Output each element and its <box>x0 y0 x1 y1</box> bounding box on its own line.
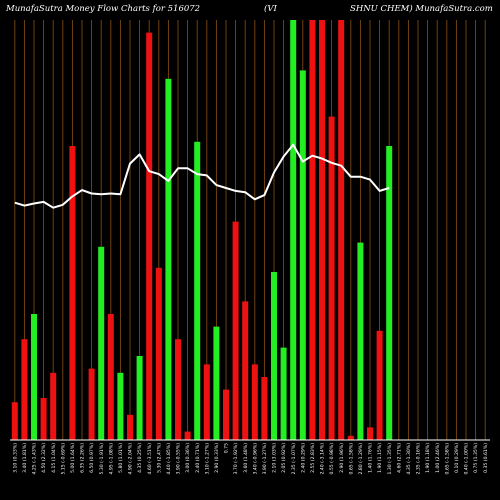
grid-lines <box>14 20 486 440</box>
x-tick-label: 2.35 (-0.16%) <box>416 443 422 475</box>
chart-title-left: MunafaSutra Money Flow Charts for 516072 <box>5 4 200 14</box>
money-flow-bar <box>299 70 306 441</box>
x-tick-label: 4.90 (-2.04%) <box>128 443 134 475</box>
x-tick-label: 2.40 (-3.14%) <box>320 443 326 475</box>
money-flow-bar <box>146 32 153 440</box>
money-flow-bar <box>31 314 37 440</box>
money-flow-bar <box>223 389 229 440</box>
money-flow-bar <box>290 20 297 440</box>
money-flow-bar <box>40 398 47 440</box>
x-tick-label: 0.40 (-1.00%) <box>464 443 470 475</box>
x-tick-label: 3.00 (0.36%) <box>185 443 191 473</box>
money-flow-bar <box>242 301 249 440</box>
money-flow-bar <box>338 20 345 440</box>
x-tick-label: 0.35 (0.61%) <box>483 443 489 473</box>
x-tick-label: 4.35 (-1.30%) <box>406 443 412 475</box>
x-axis-labels: 3.10 (0.33%) 3.40 (1.81%) 4.25 (-1.43%) 4.5… <box>12 443 488 475</box>
chart-title-middle: (VI <box>264 3 277 14</box>
x-tick-label: 1.00 (2.46%) <box>435 443 441 473</box>
x-tick-label: 2.10 (3.03%) <box>272 443 278 473</box>
x-tick-label: 4.60 (-3.51%) <box>147 443 153 475</box>
money-flow-bar <box>213 326 220 440</box>
x-tick-label: 2.90 (1.96%) <box>339 443 345 473</box>
x-tick-label: 3.10 (0.33%) <box>12 443 18 473</box>
x-tick-label: 5.00 (1.64%) <box>70 443 76 473</box>
x-tick-label: 0.75 <box>224 443 230 453</box>
money-flow-bar <box>98 246 105 440</box>
x-tick-label: 4.95 (-1.08%) <box>108 443 114 475</box>
money-flow-line <box>14 143 390 209</box>
x-tick-label: 0.10 (0.29%) <box>454 443 460 473</box>
x-tick-label: 5.30 (-1.91%) <box>99 443 105 475</box>
bar-series <box>11 20 393 441</box>
x-tick-label: 2.05 (0.92%) <box>281 443 287 473</box>
x-tick-label: 1.40 (1.76%) <box>368 443 374 473</box>
money-flow-bar <box>11 402 18 440</box>
x-tick-label: 5.30 (2.47%) <box>156 443 162 473</box>
money-flow-bar <box>328 116 335 440</box>
x-tick-label: 2.55 (2.83%) <box>310 443 316 473</box>
money-flow-bar <box>319 20 325 440</box>
money-flow-bar <box>280 347 287 440</box>
x-tick-label: 4.35 (0.25%) <box>137 443 143 473</box>
x-tick-label: 0.65 (-1.58%) <box>444 443 450 475</box>
x-tick-label: 6.35 (2.26%) <box>80 443 86 473</box>
x-tick-label: 4.25 (-1.43%) <box>32 443 38 475</box>
x-tick-label: 4.50 (2.32%) <box>41 443 47 473</box>
money-flow-bar <box>232 221 239 440</box>
money-flow-bar <box>376 330 383 440</box>
x-tick-label: 5.15 (-0.69%) <box>60 443 66 475</box>
money-flow-bar <box>347 435 354 440</box>
money-flow-bar <box>251 364 258 440</box>
money-flow-bar <box>203 364 210 440</box>
money-flow-bar <box>309 20 316 440</box>
money-flow-bar <box>21 339 28 440</box>
x-tick-label: 3.40 (-0.96%) <box>252 443 258 475</box>
x-tick-label: 3.70 (-1.92%) <box>233 443 239 475</box>
x-tick-label: 3.90 (-0.55%) <box>176 443 182 475</box>
x-tick-label: 5.80 (1.01%) <box>118 443 124 473</box>
money-flow-bar <box>127 414 133 440</box>
money-flow-bar <box>175 339 181 440</box>
money-flow-bar <box>386 146 393 440</box>
x-tick-label: 2.40 (0.29%) <box>300 443 306 473</box>
money-flow-bar <box>88 368 95 440</box>
money-flow-bar <box>271 272 277 440</box>
x-tick-label: 6.50 (0.97%) <box>89 443 95 473</box>
money-flow-bar <box>117 372 124 440</box>
x-tick-label: 2.90 (0.33%) <box>214 443 220 473</box>
x-tick-label: 3.60 (1.48%) <box>243 443 249 473</box>
x-tick-label: 1.90 (1.15%) <box>377 443 383 473</box>
chart-title-right: SHNU CHEM) MunafaSutra.com <box>350 3 493 14</box>
money-flow-bar <box>107 314 114 440</box>
money-flow-bar <box>357 242 364 440</box>
x-tick-label: 2.40 (0.71%) <box>195 443 201 473</box>
x-tick-label: 2.80 (-1.29%) <box>358 443 364 475</box>
money-flow-bar <box>136 356 143 440</box>
x-tick-label: 1.30 (-1.35%) <box>387 443 393 475</box>
x-tick-label: 0.65 (-1.58%) <box>348 443 354 475</box>
money-flow-bar <box>165 78 172 441</box>
money-flow-bar <box>50 372 57 440</box>
x-tick-label: 3.10 (-1.27%) <box>204 443 210 475</box>
x-tick-label: 0.75 (1.35%) <box>473 443 479 473</box>
x-tick-label: 2.35 (-1.07%) <box>291 443 297 475</box>
x-tick-label: 4.60 (2.71%) <box>396 443 402 473</box>
x-tick-label: 4.15 (1.04%) <box>51 443 57 473</box>
money-flow-bar <box>69 146 76 440</box>
x-tick-label: 0.55 (-0.98%) <box>329 443 335 475</box>
money-flow-bar <box>261 377 268 440</box>
money-flow-bar <box>194 141 201 441</box>
x-tick-label: 3.90 (-1.27%) <box>262 443 268 475</box>
x-tick-label: 3.40 (1.81%) <box>22 443 28 473</box>
money-flow-bar <box>155 267 162 440</box>
money-flow-bar <box>184 431 191 440</box>
money-flow-bar <box>367 427 373 440</box>
x-tick-label: 1.90 (1.18%) <box>425 443 431 473</box>
x-tick-label: 4.40 (-1.85%) <box>166 443 172 475</box>
